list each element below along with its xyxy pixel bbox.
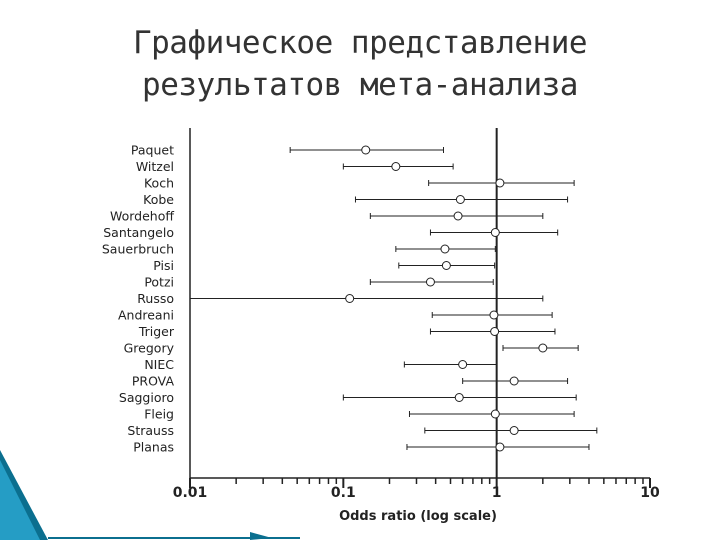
point-estimate xyxy=(425,277,435,287)
study-label: Strauss xyxy=(127,423,174,438)
study-label: Triger xyxy=(138,324,175,339)
point-estimate xyxy=(490,327,500,336)
x-axis: 0.01 0.1 1 10 xyxy=(173,478,660,501)
study-label: Andreani xyxy=(118,308,174,323)
study-label: Planas xyxy=(133,440,174,455)
point-estimate xyxy=(345,294,355,303)
point-estimate xyxy=(509,376,519,386)
study-label: Gregory xyxy=(124,341,175,356)
point-estimate xyxy=(391,162,401,171)
point-estimate xyxy=(454,393,464,402)
x-tick-label: 0.01 xyxy=(173,485,208,501)
study-label: Sauerbruch xyxy=(102,242,174,257)
study-label: Koch xyxy=(144,176,174,191)
study-label: Fleig xyxy=(144,407,174,422)
point-estimate xyxy=(495,442,505,452)
study-label: Pisi xyxy=(153,258,174,273)
x-tick-label: 10 xyxy=(640,485,660,501)
study-label: Kobe xyxy=(143,192,174,207)
point-estimate xyxy=(453,211,463,221)
study-label: Paquet xyxy=(131,143,174,158)
study-label: NIEC xyxy=(144,357,174,372)
point-estimate xyxy=(440,244,450,254)
point-estimate xyxy=(361,145,371,155)
point-estimate xyxy=(509,426,519,435)
study-label: Russo xyxy=(137,291,174,306)
point-estimate xyxy=(490,228,500,237)
slide-title-line-1: Графическое представление xyxy=(132,25,588,61)
study-label: Potzi xyxy=(144,275,174,290)
study-label: PROVA xyxy=(132,374,175,389)
point-estimate xyxy=(489,310,499,320)
point-estimate xyxy=(490,409,500,419)
point-estimate xyxy=(495,178,505,188)
study-label: Wordehoff xyxy=(110,209,174,224)
study-label: Saggioro xyxy=(119,390,174,405)
x-axis-label: Odds ratio (log scale) xyxy=(339,509,497,524)
slide-title: Графическое представление результатов ме… xyxy=(0,22,720,106)
point-estimate xyxy=(458,360,468,369)
corner-accent-arrow xyxy=(250,532,272,540)
corner-accent-light xyxy=(0,460,40,540)
study-marks xyxy=(189,145,598,452)
x-tick-label: 1 xyxy=(492,485,502,501)
x-tick-label: 0.1 xyxy=(331,485,356,501)
corner-accent-shape xyxy=(0,450,300,540)
point-estimate xyxy=(538,343,548,353)
study-label: Santangelo xyxy=(103,225,174,240)
slide-title-line-2: результатов мета-анализа xyxy=(142,67,578,103)
point-estimate xyxy=(441,261,451,270)
study-label: Witzel xyxy=(136,159,174,174)
plot-frame xyxy=(189,128,650,479)
point-estimate xyxy=(455,195,465,204)
